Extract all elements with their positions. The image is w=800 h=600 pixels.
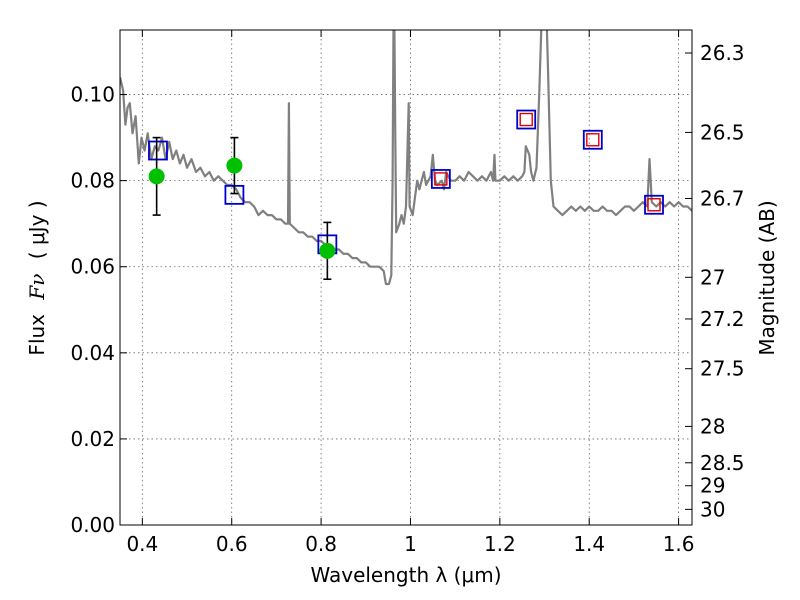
mag-tick-label: 27.2 xyxy=(700,307,745,331)
x-tick-label: 0.8 xyxy=(305,532,337,556)
mag-tick-label: 26.7 xyxy=(700,186,745,210)
y-axis-label: Flux Fν ( μJy ) xyxy=(25,200,49,355)
predicted-photometry-box xyxy=(430,169,451,189)
marker-layer xyxy=(148,109,664,281)
predicted-photometry-box xyxy=(644,194,664,215)
predicted-photometry-box xyxy=(516,109,537,130)
observed-point xyxy=(148,168,165,185)
mag-tick-label: 26.3 xyxy=(700,41,745,65)
x-tick-label: 1.2 xyxy=(484,532,516,556)
x-tick-label: 0.4 xyxy=(126,532,158,556)
axis-labels: Wavelength λ (μm) Flux Fν ( μJy ) Magnit… xyxy=(25,200,779,587)
model-spectrum-line xyxy=(120,30,692,286)
predicted-photometry-box xyxy=(582,129,603,150)
mag-tick-label: 27 xyxy=(700,265,725,289)
y-tick-label: 0.06 xyxy=(70,255,115,279)
predicted-photometry-inner-box xyxy=(586,133,600,147)
y-axis-label-units: ( μJy ) xyxy=(25,200,49,259)
x-tick-label: 0.6 xyxy=(216,532,248,556)
mag-tick-label: 27.5 xyxy=(700,357,745,381)
x-tick-label: 1 xyxy=(404,532,417,556)
y-axis-label-prefix: Flux xyxy=(25,314,49,356)
mag-tick-label: 29 xyxy=(700,474,725,498)
y2-axis-label: Magnitude (AB) xyxy=(755,200,779,355)
x-axis-label: Wavelength λ (μm) xyxy=(310,563,501,587)
y-tick-label: 0.00 xyxy=(70,513,115,537)
model-photometry-box xyxy=(148,140,168,161)
y-tick-label: 0.02 xyxy=(70,427,115,451)
tick-layer: 0.4 0.6 0.8 1 1.2 1.4 1.6 0.00 0.02 0.04 0.06 0.08 0… xyxy=(70,30,745,556)
x-tick-label: 1.6 xyxy=(663,532,695,556)
mag-tick-label: 26.5 xyxy=(700,120,745,144)
predicted-photometry-inner-box xyxy=(647,198,661,212)
mag-tick-label: 28.5 xyxy=(700,451,745,475)
y-tick-label: 0.10 xyxy=(70,83,115,107)
mag-tick-label: 30 xyxy=(700,497,725,521)
plot-frame xyxy=(119,29,693,526)
y-tick-label: 0.08 xyxy=(70,169,115,193)
x-tick-label: 1.4 xyxy=(573,532,605,556)
y-tick-label: 0.04 xyxy=(70,341,115,365)
mag-tick-label: 28 xyxy=(700,414,725,438)
predicted-photometry-inner-box xyxy=(519,112,533,127)
y-axis-label-symbol: Fν xyxy=(25,274,49,301)
observed-point xyxy=(319,242,336,259)
spectrum-layer xyxy=(120,30,692,286)
predicted-photometry-inner-box xyxy=(434,172,448,186)
observed-point xyxy=(226,157,243,174)
grid xyxy=(120,30,692,526)
